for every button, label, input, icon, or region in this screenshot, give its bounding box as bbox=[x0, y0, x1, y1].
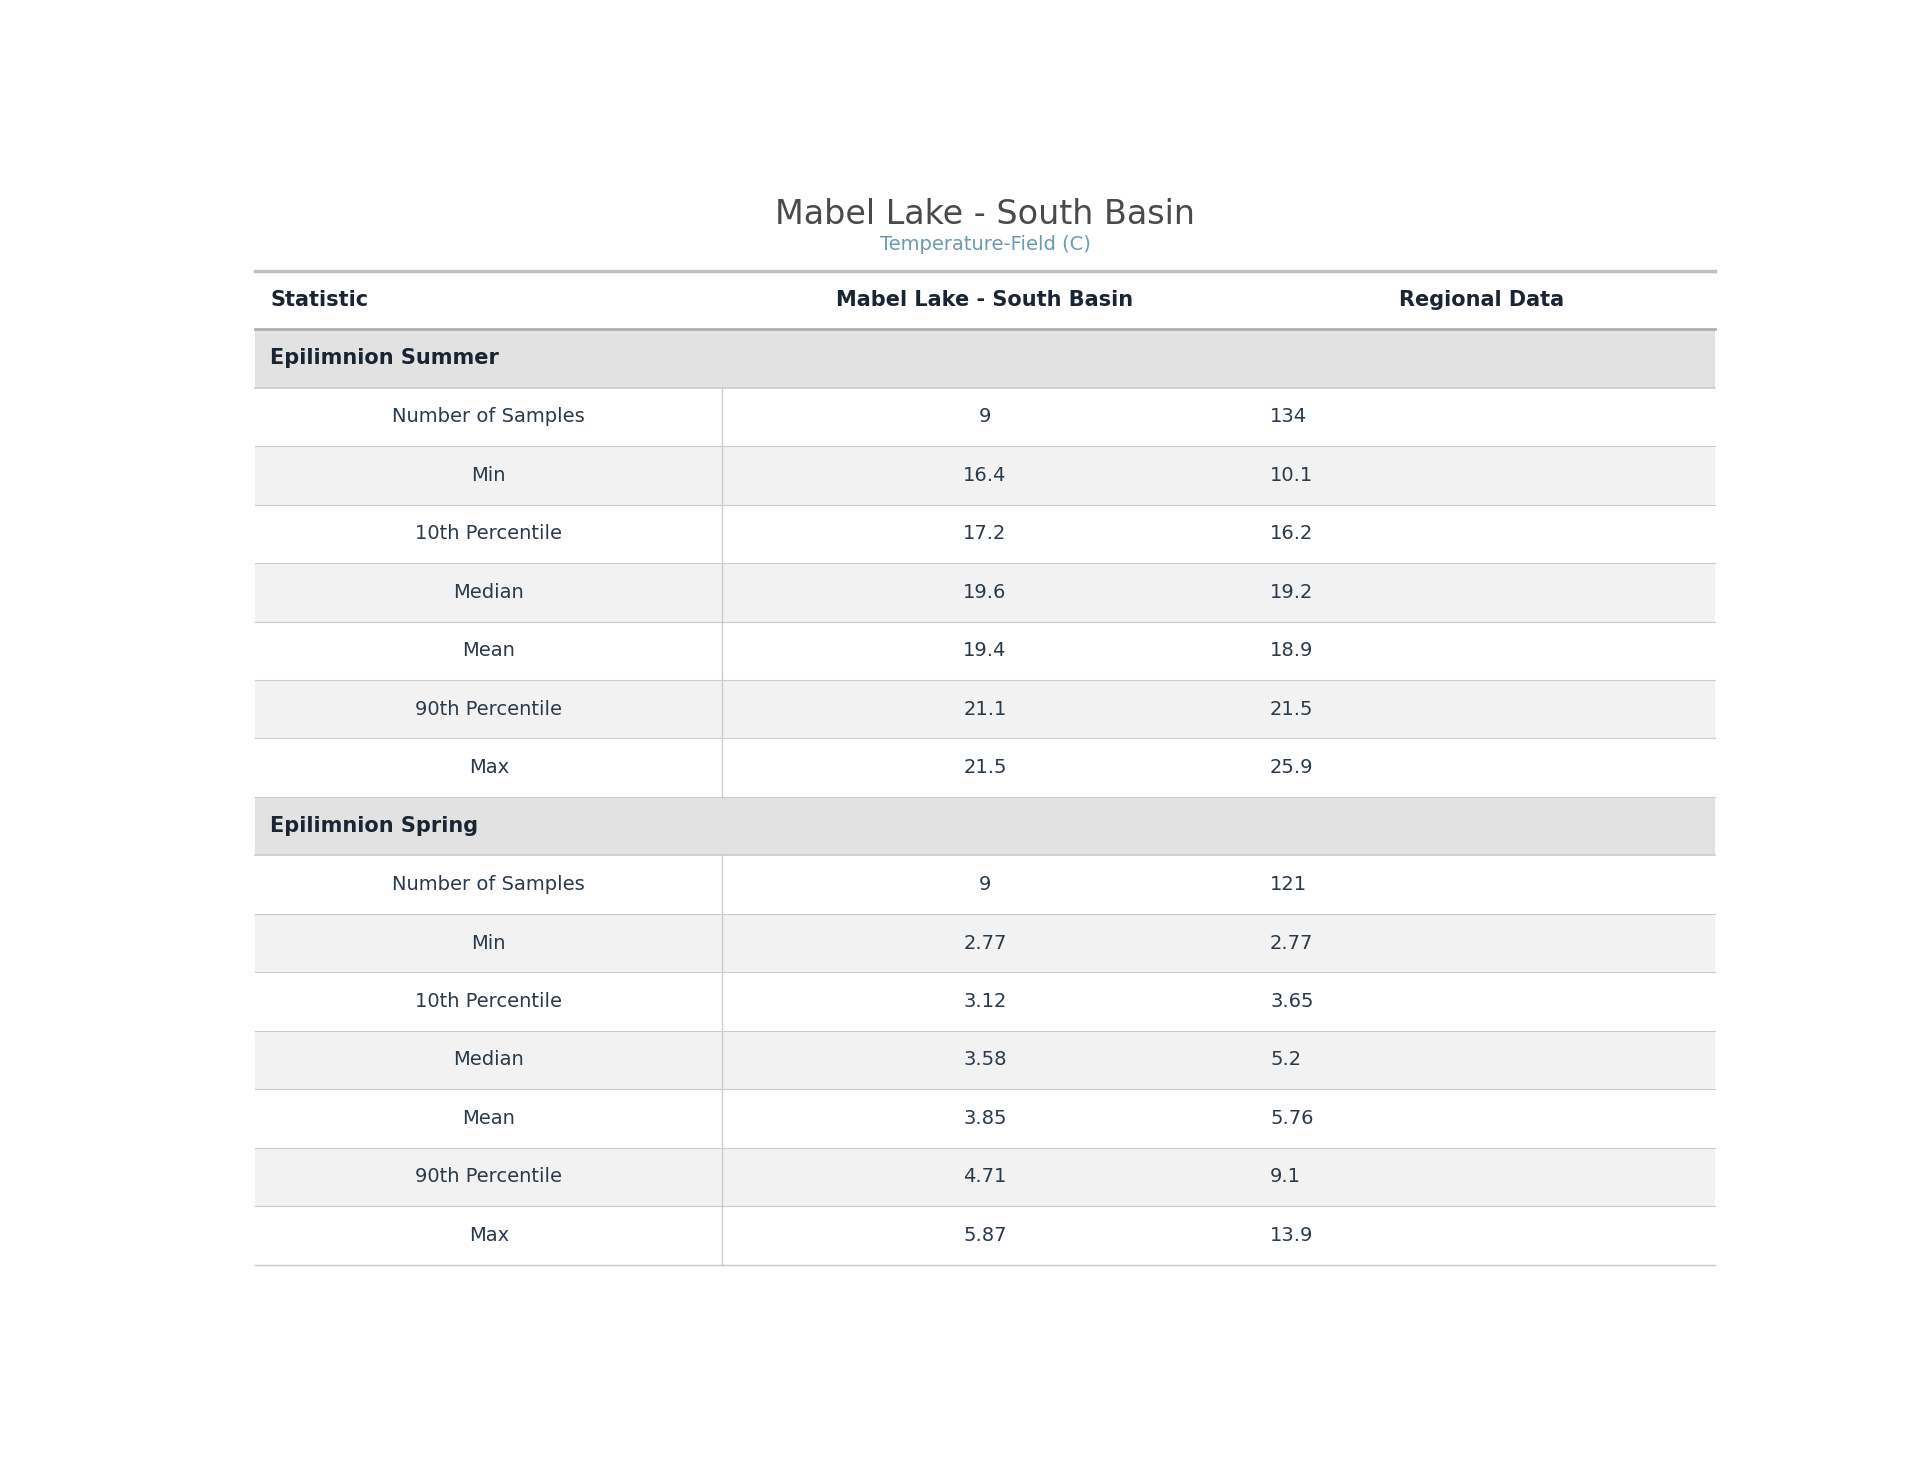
Text: 3.85: 3.85 bbox=[963, 1110, 1007, 1129]
Text: 5.2: 5.2 bbox=[1270, 1050, 1301, 1069]
Bar bbox=[256, 856, 1714, 914]
Text: 3.65: 3.65 bbox=[1270, 991, 1313, 1010]
Text: Min: Min bbox=[471, 933, 505, 952]
Bar bbox=[256, 914, 1714, 972]
Text: Mabel Lake - South Basin: Mabel Lake - South Basin bbox=[836, 291, 1134, 310]
Bar bbox=[256, 680, 1714, 739]
Text: 9: 9 bbox=[978, 875, 992, 894]
Text: Median: Median bbox=[454, 1050, 525, 1069]
Text: Regional Data: Regional Data bbox=[1399, 291, 1565, 310]
Text: Number of Samples: Number of Samples bbox=[392, 875, 584, 894]
Text: 4.71: 4.71 bbox=[963, 1168, 1007, 1187]
Text: 3.12: 3.12 bbox=[963, 991, 1007, 1010]
Bar bbox=[256, 1031, 1714, 1089]
Bar bbox=[256, 972, 1714, 1031]
Bar bbox=[256, 622, 1714, 680]
Text: 19.6: 19.6 bbox=[963, 583, 1007, 602]
Text: Temperature-Field (C): Temperature-Field (C) bbox=[880, 235, 1090, 254]
Text: Max: Max bbox=[469, 1226, 509, 1245]
Text: Epilimnion Spring: Epilimnion Spring bbox=[269, 816, 479, 837]
Text: 90th Percentile: 90th Percentile bbox=[415, 1168, 563, 1187]
Text: Mean: Mean bbox=[463, 1110, 515, 1129]
Text: 25.9: 25.9 bbox=[1270, 758, 1313, 777]
Bar bbox=[256, 328, 1714, 388]
Bar bbox=[256, 447, 1714, 505]
Text: Mabel Lake - South Basin: Mabel Lake - South Basin bbox=[775, 199, 1195, 231]
Text: 9.1: 9.1 bbox=[1270, 1168, 1301, 1187]
Bar bbox=[256, 1206, 1714, 1264]
Bar bbox=[256, 388, 1714, 447]
Bar bbox=[256, 797, 1714, 856]
Bar bbox=[256, 505, 1714, 564]
Text: Epilimnion Summer: Epilimnion Summer bbox=[269, 349, 500, 368]
Text: Median: Median bbox=[454, 583, 525, 602]
Text: 10th Percentile: 10th Percentile bbox=[415, 991, 563, 1010]
Text: 21.1: 21.1 bbox=[963, 699, 1007, 718]
Text: 18.9: 18.9 bbox=[1270, 641, 1313, 660]
Text: Statistic: Statistic bbox=[269, 291, 369, 310]
Text: 121: 121 bbox=[1270, 875, 1307, 894]
Text: Min: Min bbox=[471, 466, 505, 485]
Bar bbox=[256, 1148, 1714, 1206]
Text: 2.77: 2.77 bbox=[1270, 933, 1313, 952]
Bar bbox=[256, 1089, 1714, 1148]
Text: 3.58: 3.58 bbox=[963, 1050, 1007, 1069]
Bar bbox=[256, 739, 1714, 797]
Text: 90th Percentile: 90th Percentile bbox=[415, 699, 563, 718]
Bar bbox=[256, 270, 1714, 329]
Text: 134: 134 bbox=[1270, 407, 1307, 426]
Text: Max: Max bbox=[469, 758, 509, 777]
Text: 5.87: 5.87 bbox=[963, 1226, 1007, 1245]
Text: 9: 9 bbox=[978, 407, 992, 426]
Text: 10.1: 10.1 bbox=[1270, 466, 1313, 485]
Text: Number of Samples: Number of Samples bbox=[392, 407, 584, 426]
Text: 19.2: 19.2 bbox=[1270, 583, 1313, 602]
Text: 5.76: 5.76 bbox=[1270, 1110, 1313, 1129]
Text: 19.4: 19.4 bbox=[963, 641, 1007, 660]
Text: 10th Percentile: 10th Percentile bbox=[415, 524, 563, 543]
Text: 16.4: 16.4 bbox=[963, 466, 1007, 485]
Text: 17.2: 17.2 bbox=[963, 524, 1007, 543]
Text: 13.9: 13.9 bbox=[1270, 1226, 1313, 1245]
Text: 21.5: 21.5 bbox=[963, 758, 1007, 777]
Text: 16.2: 16.2 bbox=[1270, 524, 1313, 543]
Text: 21.5: 21.5 bbox=[1270, 699, 1313, 718]
Text: Mean: Mean bbox=[463, 641, 515, 660]
Bar bbox=[256, 564, 1714, 622]
Text: 2.77: 2.77 bbox=[963, 933, 1007, 952]
